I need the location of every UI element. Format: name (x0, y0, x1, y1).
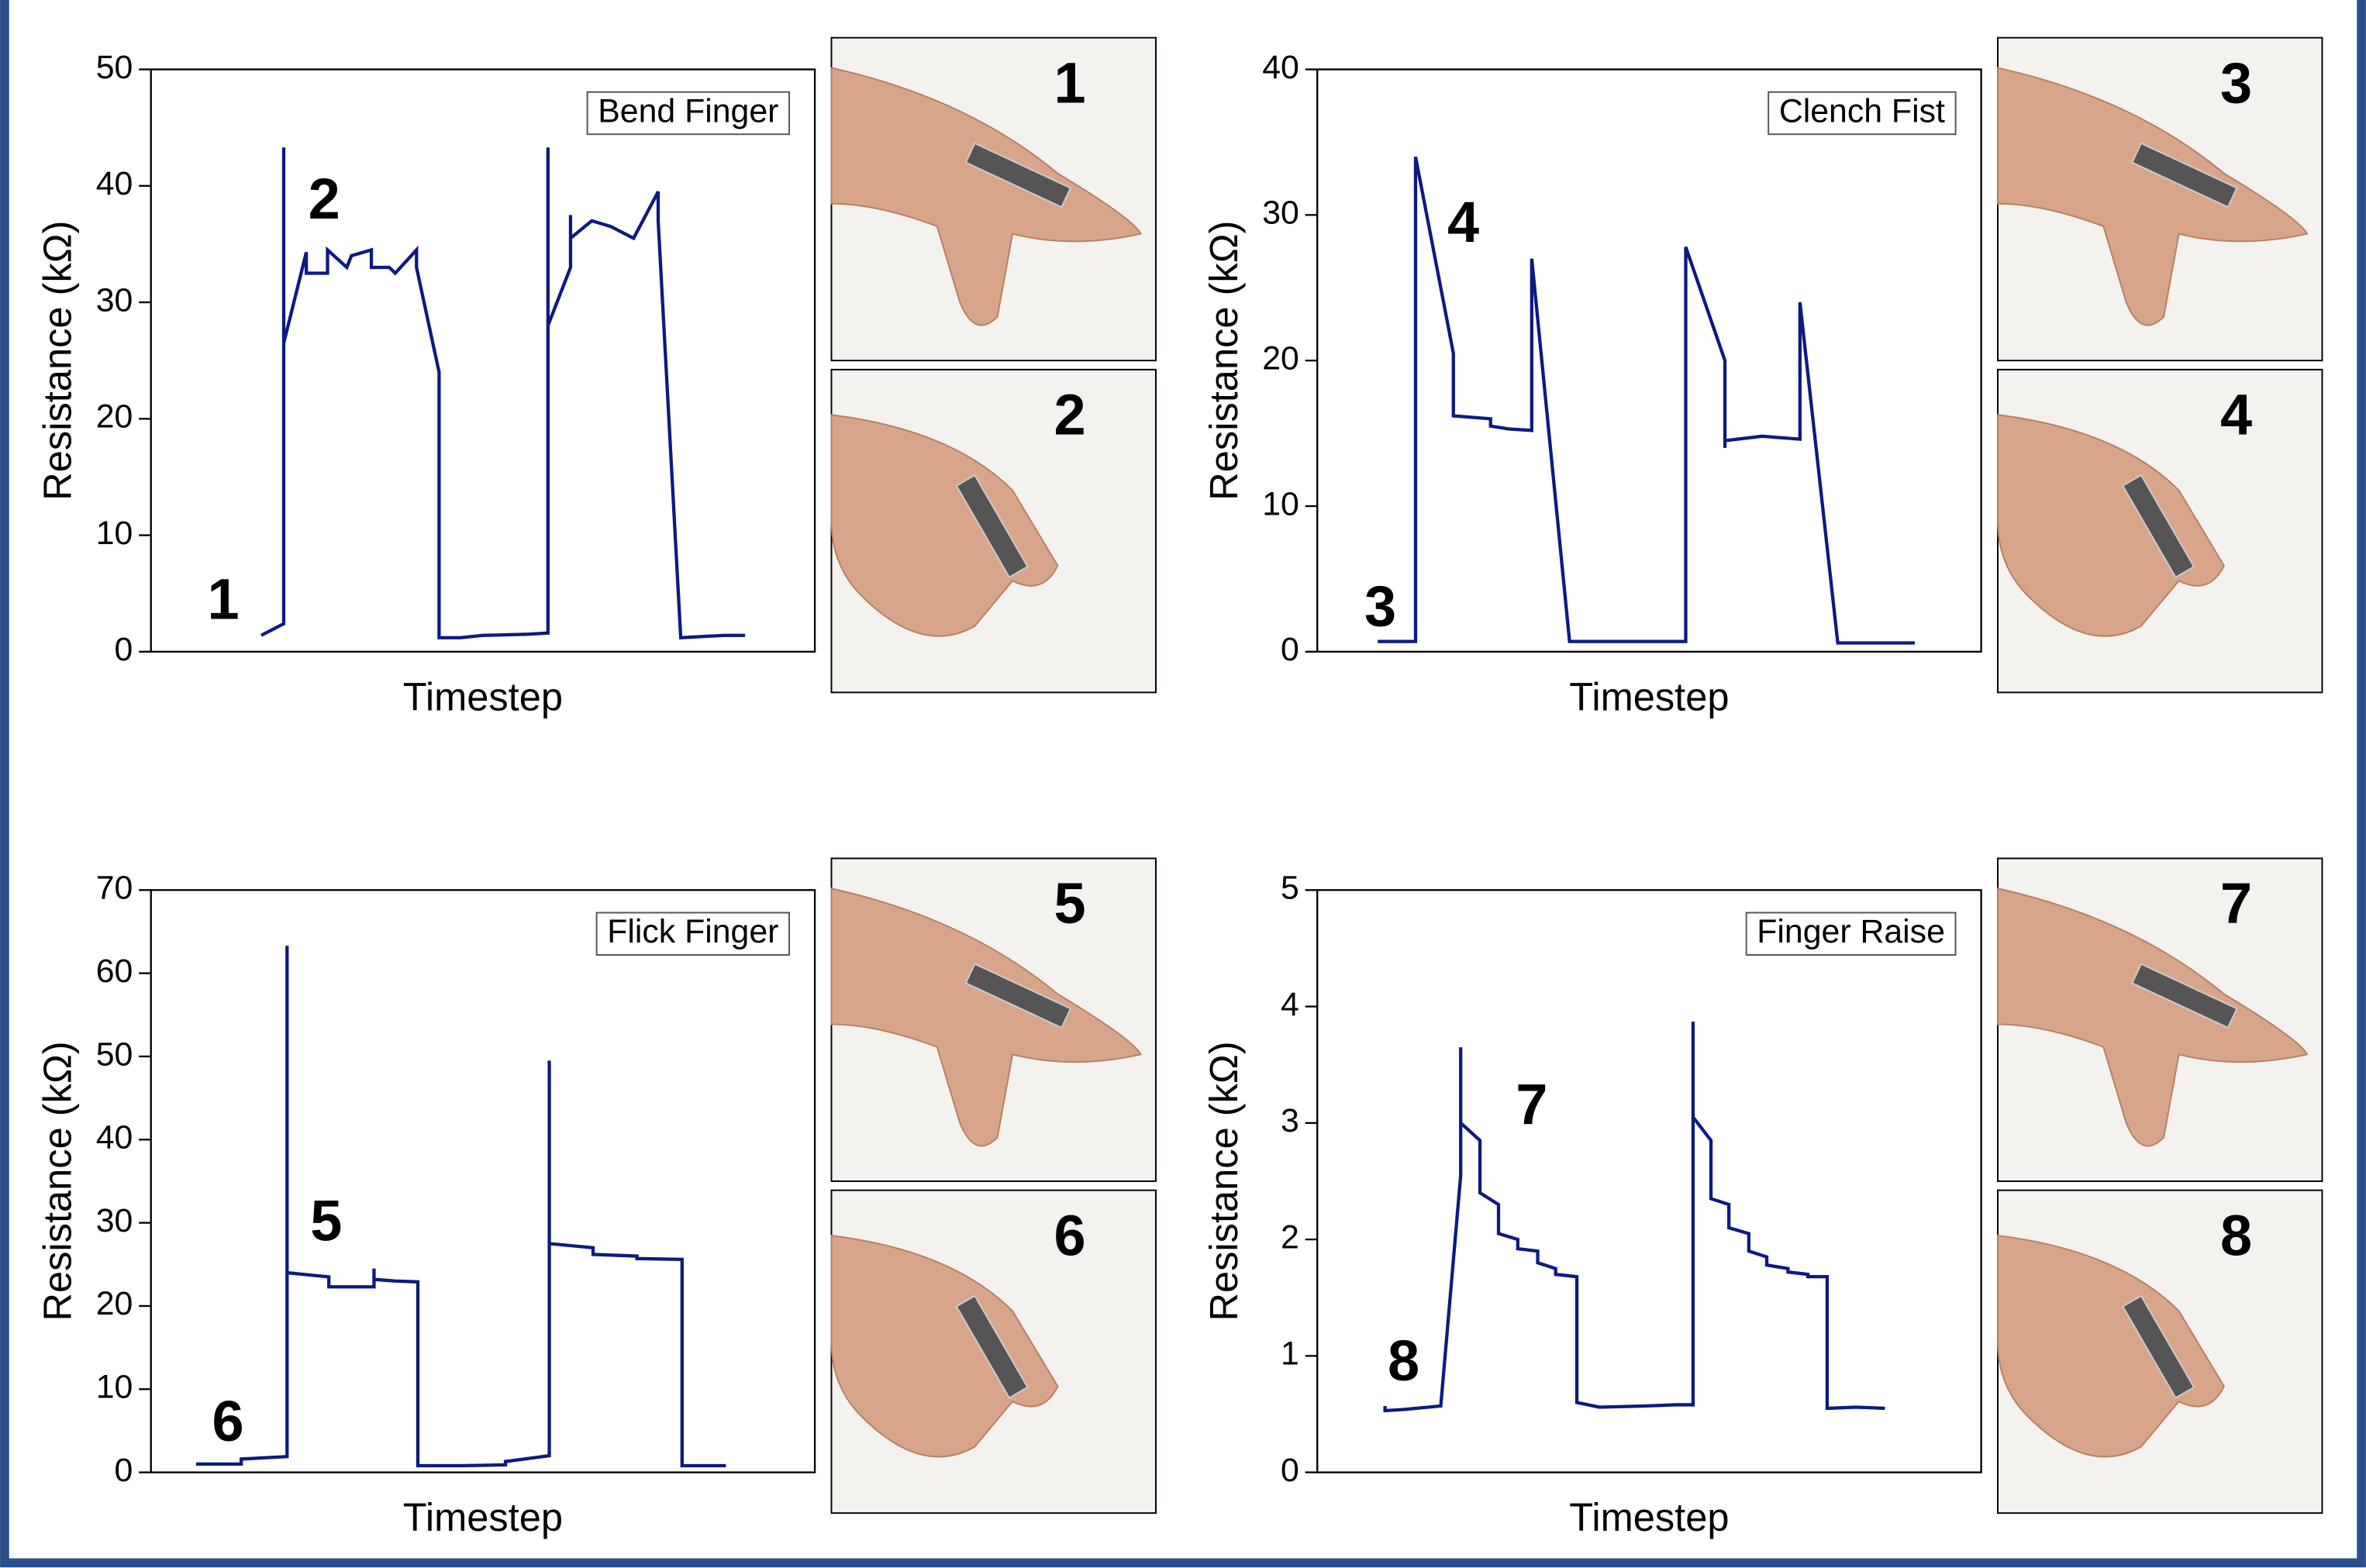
photo-label: 7 (2220, 871, 2252, 936)
y-tick-label: 50 (96, 49, 133, 86)
y-tick-label: 40 (96, 1119, 133, 1156)
y-axis-label: Resistance (kΩ) (35, 221, 79, 501)
hand-shape (1997, 67, 2309, 326)
legend-text: Flick Finger (607, 913, 778, 950)
y-tick-label: 5 (1281, 870, 1299, 907)
y-tick-label: 30 (96, 281, 133, 319)
data-line (195, 946, 726, 1468)
sensor-strip (2131, 142, 2238, 208)
hand (830, 887, 1142, 1147)
hand (830, 1234, 1059, 1458)
y-tick-label: 0 (1281, 631, 1299, 668)
annotation: 2 (309, 167, 340, 231)
hand-shape (1997, 1234, 2226, 1458)
x-axis-label: Timestep (1569, 1495, 1729, 1539)
y-axis-label: Resistance (kΩ) (1202, 1041, 1246, 1321)
legend-box (586, 91, 790, 136)
y-tick-label: 20 (96, 1285, 133, 1322)
y-tick-label: 20 (96, 398, 133, 436)
y-tick-label: 1 (1281, 1335, 1299, 1373)
annotation: 5 (310, 1188, 342, 1253)
y-tick-label: 10 (96, 1369, 133, 1406)
y-axis-label: Resistance (kΩ) (1202, 221, 1246, 501)
photo-label: 6 (1054, 1203, 1085, 1267)
hand (1997, 414, 2226, 637)
y-tick-label: 20 (1262, 339, 1299, 377)
y-tick-label: 40 (1262, 49, 1299, 86)
hand (1997, 1234, 2226, 1458)
hand (830, 67, 1142, 326)
y-tick-label: 60 (96, 953, 133, 990)
y-tick-label: 10 (96, 515, 133, 552)
legend-box (1745, 912, 1957, 956)
sensor-strip (955, 474, 1029, 579)
photo-label: 4 (2220, 383, 2252, 447)
annotation: 3 (1364, 574, 1396, 639)
legend-text: Clench Fist (1779, 92, 1945, 129)
data-line (1383, 1022, 1885, 1413)
hand-shape (830, 414, 1059, 637)
photo-label: 1 (1054, 50, 1085, 115)
y-tick-label: 70 (96, 870, 133, 907)
x-axis-label: Timestep (403, 1495, 563, 1539)
data-line (260, 147, 746, 640)
plot-frame (150, 889, 816, 1473)
hand-shape (1997, 414, 2226, 637)
annotation: 8 (1388, 1328, 1419, 1393)
y-tick-label: 3 (1281, 1102, 1299, 1139)
y-tick-label: 2 (1281, 1218, 1299, 1256)
annotation: 6 (212, 1389, 243, 1453)
photo-label: 5 (1054, 871, 1085, 936)
sensor-strip (2131, 963, 2238, 1029)
hand (830, 414, 1059, 637)
x-axis-label: Timestep (1569, 674, 1729, 719)
y-tick-label: 30 (96, 1202, 133, 1239)
plot-frame (150, 68, 816, 653)
annotation: 4 (1447, 190, 1479, 254)
photo-label: 2 (1054, 383, 1085, 447)
sensor-strip (2121, 1294, 2195, 1399)
data-line (1378, 156, 1915, 645)
hand-shape (830, 887, 1142, 1147)
y-tick-label: 10 (1262, 485, 1299, 522)
y-axis-label: Resistance (kΩ) (35, 1041, 79, 1321)
x-axis-label: Timestep (403, 674, 563, 719)
annotation: 7 (1516, 1072, 1547, 1136)
hand (1997, 887, 2309, 1147)
sensor-strip (955, 1294, 1029, 1399)
y-tick-label: 30 (1262, 195, 1299, 232)
sensor-strip (964, 963, 1072, 1029)
y-tick-label: 40 (96, 165, 133, 202)
photo-label: 8 (2220, 1203, 2252, 1267)
annotation: 1 (208, 567, 240, 632)
legend-box (595, 912, 790, 956)
y-tick-label: 4 (1281, 986, 1299, 1023)
hand-shape (830, 1234, 1059, 1458)
hand (1997, 67, 2309, 326)
hand-shape (830, 67, 1142, 326)
y-tick-label: 0 (115, 1452, 133, 1489)
hand-shape (1997, 887, 2309, 1147)
y-tick-label: 0 (1281, 1452, 1299, 1489)
legend-text: Finger Raise (1757, 913, 1945, 950)
legend-text: Bend Finger (598, 92, 778, 129)
photo-label: 3 (2220, 50, 2252, 115)
legend-box (1768, 91, 1957, 136)
sensor-strip (2121, 474, 2195, 579)
y-tick-label: 50 (96, 1036, 133, 1073)
sensor-strip (964, 142, 1072, 208)
y-tick-label: 0 (115, 631, 133, 668)
plot-frame (1316, 889, 1982, 1473)
